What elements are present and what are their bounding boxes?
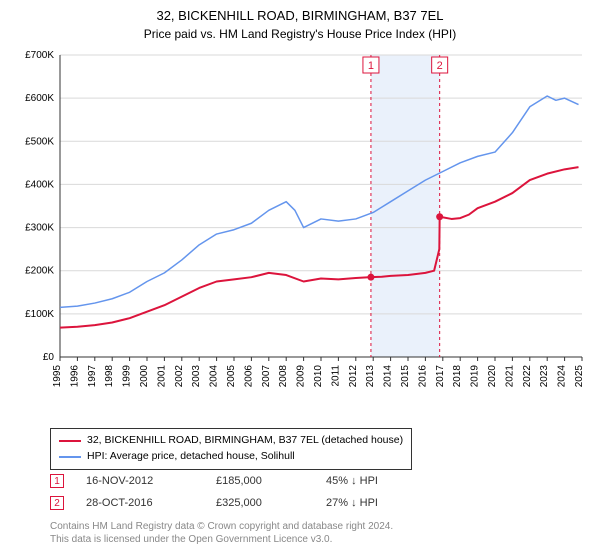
svg-text:1997: 1997: [87, 364, 98, 387]
legend: 32, BICKENHILL ROAD, BIRMINGHAM, B37 7EL…: [50, 428, 412, 470]
svg-text:2017: 2017: [435, 364, 446, 387]
svg-text:2025: 2025: [574, 364, 585, 387]
chart-area: £0 £100K £200K £300K £400K £500K £600K £700K 199…: [10, 47, 590, 417]
legend-row: 32, BICKENHILL ROAD, BIRMINGHAM, B37 7EL…: [59, 433, 403, 449]
svg-text:2018: 2018: [452, 364, 463, 387]
legend-row: HPI: Average price, detached house, Soli…: [59, 449, 403, 465]
svg-text:1999: 1999: [122, 364, 133, 387]
sale-pct: 45% ↓ HPI: [326, 475, 406, 487]
svg-text:£500K: £500K: [25, 136, 54, 147]
svg-text:2001: 2001: [156, 364, 167, 387]
sale-date: 16-NOV-2012: [86, 475, 216, 487]
svg-text:2: 2: [437, 60, 443, 72]
sale-row-2: 2 28-OCT-2016 £325,000 27% ↓ HPI: [50, 492, 406, 514]
svg-text:1995: 1995: [52, 364, 63, 387]
svg-text:2004: 2004: [209, 364, 220, 387]
footer-line-1: Contains HM Land Registry data © Crown c…: [50, 520, 393, 533]
svg-text:2016: 2016: [417, 364, 428, 387]
legend-label-hpi: HPI: Average price, detached house, Soli…: [87, 449, 295, 465]
svg-text:£100K: £100K: [25, 309, 54, 320]
sale-pct: 27% ↓ HPI: [326, 497, 406, 509]
svg-text:2010: 2010: [313, 364, 324, 387]
svg-text:2005: 2005: [226, 364, 237, 387]
svg-text:2002: 2002: [174, 364, 185, 387]
sale-price: £185,000: [216, 475, 326, 487]
legend-label-price: 32, BICKENHILL ROAD, BIRMINGHAM, B37 7EL…: [87, 433, 403, 449]
svg-text:£300K: £300K: [25, 222, 54, 233]
chart-title: 32, BICKENHILL ROAD, BIRMINGHAM, B37 7EL: [10, 8, 590, 25]
svg-text:2013: 2013: [365, 364, 376, 387]
svg-text:2014: 2014: [383, 364, 394, 387]
svg-text:£400K: £400K: [25, 179, 54, 190]
svg-text:2015: 2015: [400, 364, 411, 387]
svg-text:2019: 2019: [470, 364, 481, 387]
svg-text:2021: 2021: [504, 364, 515, 387]
legend-swatch-hpi: [59, 456, 81, 458]
footer-line-2: This data is licensed under the Open Gov…: [50, 533, 393, 546]
sale-marker-1: 1: [50, 474, 64, 488]
svg-text:2003: 2003: [191, 364, 202, 387]
svg-text:2024: 2024: [557, 364, 568, 387]
svg-text:2020: 2020: [487, 364, 498, 387]
svg-text:2023: 2023: [539, 364, 550, 387]
svg-text:£0: £0: [43, 352, 55, 363]
svg-text:2011: 2011: [330, 364, 341, 386]
svg-text:2008: 2008: [278, 364, 289, 387]
sale-marker-2: 2: [50, 496, 64, 510]
footer: Contains HM Land Registry data © Crown c…: [50, 520, 393, 546]
svg-text:2009: 2009: [296, 364, 307, 387]
svg-text:2022: 2022: [522, 364, 533, 387]
svg-text:2012: 2012: [348, 364, 359, 387]
svg-text:1998: 1998: [104, 364, 115, 387]
svg-text:£200K: £200K: [25, 266, 54, 277]
chart-subtitle: Price paid vs. HM Land Registry's House …: [10, 27, 590, 41]
sale-price: £325,000: [216, 497, 326, 509]
svg-text:2007: 2007: [261, 364, 272, 387]
sales-table: 1 16-NOV-2012 £185,000 45% ↓ HPI 2 28-OC…: [50, 470, 406, 514]
svg-text:1996: 1996: [69, 364, 80, 387]
svg-text:£600K: £600K: [25, 93, 54, 104]
svg-text:2006: 2006: [243, 364, 254, 387]
line-chart-svg: £0 £100K £200K £300K £400K £500K £600K £700K 199…: [10, 47, 590, 417]
svg-text:1: 1: [368, 60, 374, 72]
svg-text:£700K: £700K: [25, 50, 54, 61]
sale-row-1: 1 16-NOV-2012 £185,000 45% ↓ HPI: [50, 470, 406, 492]
legend-swatch-price: [59, 440, 81, 442]
svg-text:2000: 2000: [139, 364, 150, 387]
sale-date: 28-OCT-2016: [86, 497, 216, 509]
